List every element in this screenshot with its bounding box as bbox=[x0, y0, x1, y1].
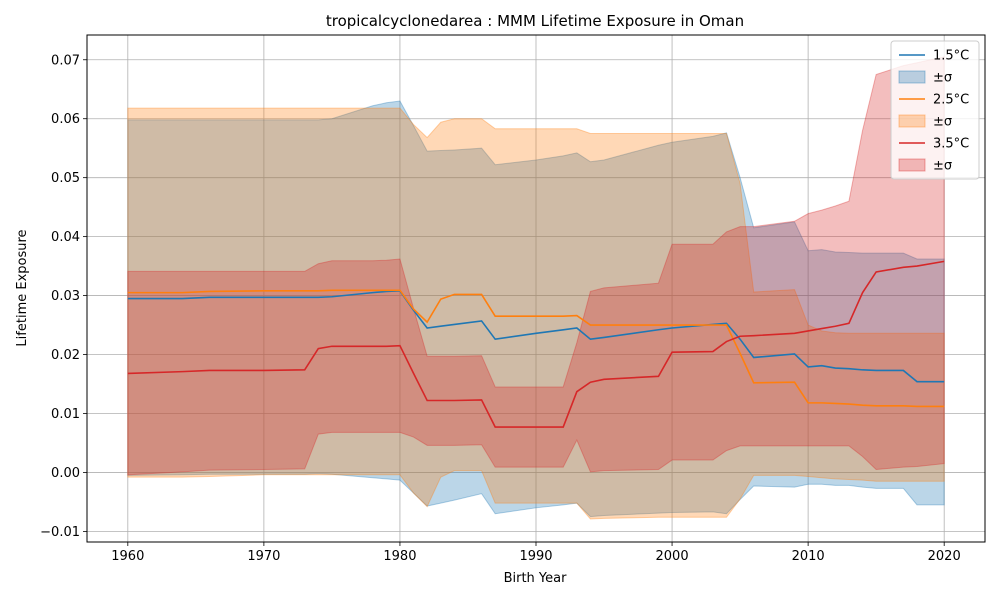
legend-patch-0 bbox=[898, 70, 926, 84]
x-axis-label: Birth Year bbox=[504, 571, 568, 586]
line-1 bbox=[127, 289, 945, 408]
legend: 1.5°C ±σ 2.5°C ±σ 3.5°C ±σ bbox=[890, 40, 980, 180]
y-tick-label: 0.05 bbox=[51, 171, 80, 186]
band-0 bbox=[127, 100, 945, 518]
y-tick-label: 0.07 bbox=[51, 53, 80, 68]
x-tick-label: 2000 bbox=[656, 549, 689, 564]
y-tick-label: 0.03 bbox=[51, 289, 80, 304]
band-1 bbox=[127, 107, 945, 520]
legend-label-2: 3.5°C bbox=[933, 137, 969, 152]
x-axis: 1960 1970 1980 1990 2000 2010 2020 bbox=[111, 542, 961, 564]
legend-band-label-0: ±σ bbox=[933, 71, 952, 86]
x-tick-label: 1960 bbox=[111, 549, 144, 564]
x-tick-label: 2010 bbox=[792, 549, 825, 564]
y-tick-label: 0.04 bbox=[51, 230, 80, 245]
legend-label-0: 1.5°C bbox=[933, 49, 969, 64]
x-tick-label: 1990 bbox=[519, 549, 552, 564]
legend-patch-2 bbox=[898, 158, 926, 172]
y-axis-label: Lifetime Exposure bbox=[15, 229, 30, 346]
legend-patch-1 bbox=[898, 114, 926, 128]
line-0 bbox=[127, 290, 945, 383]
legend-label-1: 2.5°C bbox=[933, 93, 969, 108]
y-tick-label: −0.01 bbox=[40, 525, 80, 540]
legend-band-label-1: ±σ bbox=[933, 115, 952, 130]
y-axis: −0.01 0.00 0.01 0.02 0.03 0.04 0.05 0.06 0.07 bbox=[40, 53, 87, 540]
y-tick-label: 0.06 bbox=[51, 112, 80, 127]
chart-title: tropicalcyclonedarea : MMM Lifetime Expo… bbox=[326, 12, 744, 30]
legend-band-label-2: ±σ bbox=[933, 159, 952, 174]
line-2 bbox=[127, 260, 945, 428]
grid bbox=[87, 35, 985, 542]
y-tick-label: 0.02 bbox=[51, 348, 80, 363]
x-tick-label: 2020 bbox=[928, 549, 961, 564]
y-tick-label: 0.01 bbox=[51, 407, 80, 422]
legend-box bbox=[890, 40, 980, 180]
band-2 bbox=[127, 56, 945, 476]
bands bbox=[127, 56, 945, 520]
x-tick-label: 1970 bbox=[247, 549, 280, 564]
x-tick-label: 1980 bbox=[383, 549, 416, 564]
y-tick-label: 0.00 bbox=[51, 466, 80, 481]
lines bbox=[127, 260, 945, 428]
